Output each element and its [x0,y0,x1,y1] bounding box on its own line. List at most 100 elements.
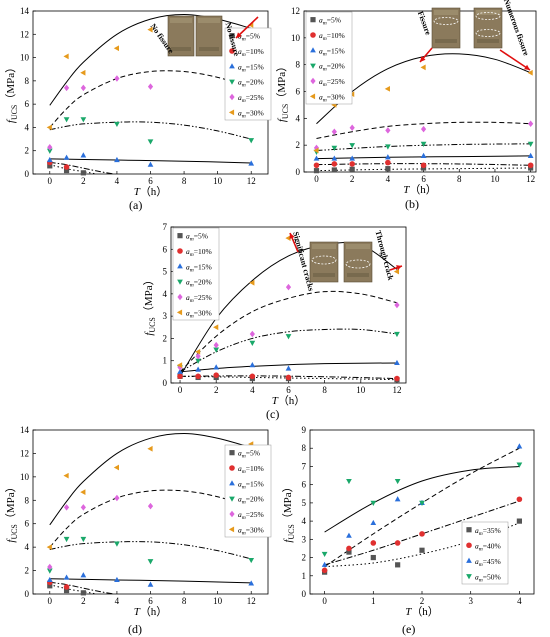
data-point [331,128,337,135]
data-point [419,547,425,553]
y-tick-label: 3 [163,311,168,321]
data-point [47,143,53,151]
data-point [46,544,52,551]
data-point [113,464,120,471]
data-point [213,347,220,353]
callout-arrow [289,232,299,253]
data-point [420,152,427,158]
data-point [248,138,255,144]
x-axis-label: T（h） [403,183,437,196]
crack-outline [345,259,371,269]
data-point [420,141,427,147]
data-point [147,502,154,510]
data-point [213,324,219,331]
data-point [46,568,53,574]
x-tick-label: 4 [250,385,255,395]
fit-curve [316,121,531,139]
y-tick-label: 6 [302,480,307,490]
y-tick-label: 7 [302,461,307,471]
data-point [195,353,201,360]
data-point [177,373,183,380]
photo-annotation: Fissure [416,10,433,37]
chart-panel-a: 02468101202468101214T（h）fUCS（MPa）am=5%am… [4,6,272,198]
data-point [313,147,319,154]
data-point [176,362,183,369]
y-tick-label: 2 [302,553,307,563]
data-point [46,576,53,583]
data-point [63,504,70,511]
legend-marker [466,542,472,549]
y-tick-label: 2 [296,140,301,150]
x-tick-label: 2 [420,596,425,606]
data-point [393,268,400,275]
fit-curve [324,465,520,533]
data-point [80,536,87,543]
x-axis-label: T（h） [272,394,306,407]
data-point [248,557,255,564]
fit-curves [49,433,252,594]
legend-marker [228,109,235,116]
x-tick-label: 12 [526,174,535,184]
y-tick-label: 12 [20,29,29,39]
legend-label: am=15% [319,46,345,57]
panel-label-c: (c) [266,407,280,421]
data-point [147,559,154,565]
legend: am=5% am=10% am=15% am=20% am=25% am=30% [172,227,220,321]
y-axis-label: fUCS（MPa） [4,62,19,123]
legend-marker [229,450,235,456]
legend-marker [229,93,235,101]
y-tick-label: 12 [291,6,300,16]
data-point [147,139,154,145]
callout-arrow [499,49,531,71]
data-point [63,584,70,590]
data-point [114,576,120,583]
data-point [385,159,391,166]
data-point [80,489,86,495]
data-point [516,496,523,503]
data-point [349,161,355,167]
x-axis-label: T（h） [134,605,168,618]
fissure-outline [475,29,501,37]
data-point [516,462,523,468]
data-point [384,85,390,92]
legend-label: am=45% [475,557,501,568]
data-point [147,445,153,452]
data-point [147,26,153,33]
x-tick-label: 1 [371,596,376,606]
y-tick-label: 14 [20,6,30,16]
data-point [285,365,292,371]
legend-marker [229,48,235,54]
data-point [321,567,328,574]
data-point [385,144,391,150]
legend-marker [229,480,235,486]
data-point [194,348,201,355]
x-tick-label: 8 [182,596,187,606]
y-tick-label: 2 [25,566,30,576]
data-point [331,145,338,151]
data-point [346,478,352,485]
data-point [248,580,255,586]
data-point [370,519,377,526]
data-point [114,75,120,82]
data-point [249,340,256,347]
panel-label-b: (b) [405,197,419,211]
data-point [177,368,183,374]
x-tick-label: 0 [178,385,183,395]
y-tick-label: 10 [291,33,301,43]
x-tick-label: 0 [314,174,319,184]
data-point [420,162,427,169]
data-point [349,143,356,149]
data-point [394,331,400,338]
legend-marker [310,63,316,69]
data-point [80,590,86,596]
legend: am=5% am=10% am=15% am=20% am=25% am=30% [305,11,353,105]
x-tick-label: 2 [81,596,86,606]
data-point [370,554,376,561]
data-point [63,164,70,170]
chart-panel-b: 0 2 4 6 8 10 12 0 2 4 6 8 10 12 T（h） fUCS（MPa） am=5% am=1… [275,6,537,196]
y-tick-label: 5 [302,498,307,508]
legend: am=5% am=10% am=15% am=20% am=25% am=30% [224,444,272,538]
y-tick-label: 4 [25,542,30,552]
data-point [370,540,377,546]
data-point [63,117,70,123]
